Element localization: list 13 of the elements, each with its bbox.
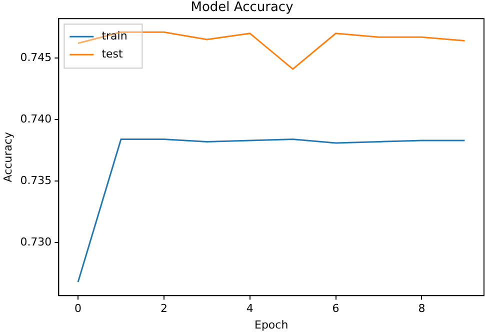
y-axis-title: Accuracy: [1, 132, 14, 182]
y-tick-label: 0.745: [20, 50, 52, 64]
legend-label: test: [102, 47, 124, 60]
x-tick-label: 4: [246, 302, 254, 316]
x-tick-label: 6: [332, 302, 340, 316]
x-tick-label: 0: [74, 302, 82, 316]
chart-title: Model Accuracy: [190, 0, 294, 16]
x-tick-label: 2: [160, 302, 168, 316]
x-tick-label: 8: [418, 302, 426, 316]
y-tick-label: 0.735: [20, 174, 52, 187]
y-tick-label: 0.740: [20, 112, 52, 126]
x-axis-title: Epoch: [254, 318, 288, 332]
y-tick-label: 0.730: [20, 236, 52, 249]
